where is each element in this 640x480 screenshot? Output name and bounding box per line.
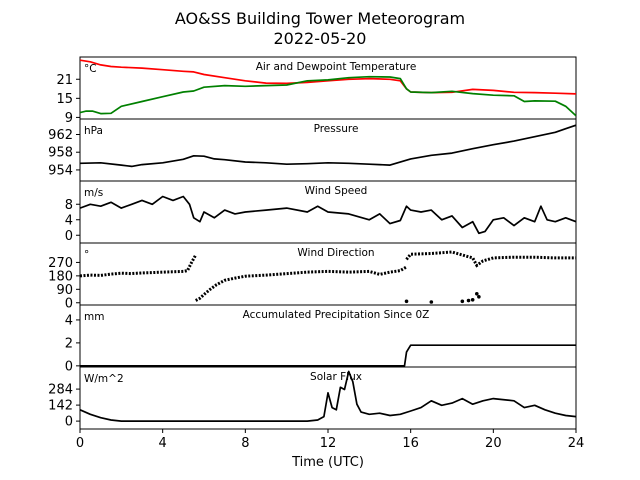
wind-direction-point	[429, 300, 434, 304]
x-tick-label: 4	[159, 436, 167, 451]
pressure-ytick-label: 954	[48, 163, 73, 178]
precipitation-unit: mm	[84, 311, 104, 323]
wind-direction-ytick-label: 90	[56, 283, 73, 298]
solar-flux-unit: W/m^2	[84, 373, 124, 385]
temperature-series-line-0	[80, 59, 576, 95]
temperature-ytick-label: 15	[56, 92, 73, 107]
wind-direction-data	[80, 250, 576, 304]
wind-direction-point	[470, 297, 475, 302]
x-tick-label: 8	[241, 436, 249, 451]
pressure-unit: hPa	[84, 125, 103, 137]
solar-flux-ytick-label: 284	[48, 383, 73, 398]
solar-flux-title: Solar Flux	[310, 371, 362, 383]
wind-direction-point	[460, 299, 465, 304]
wind-speed-ytick-label: 0	[65, 229, 73, 244]
pressure-series-line-0	[80, 124, 576, 168]
wind-speed-panel: 840 m/s Wind Speed	[65, 180, 577, 244]
temperature-title: Air and Dewpoint Temperature	[256, 61, 417, 73]
x-tick-label: 0	[76, 436, 84, 451]
precipitation-title: Accumulated Precipitation Since 0Z	[243, 309, 430, 321]
precipitation-ytick-label: 0	[65, 359, 73, 374]
wind-speed-ytick-label: 4	[65, 213, 73, 228]
precipitation-series-line-0	[80, 344, 576, 367]
precipitation-ytick-label: 4	[65, 313, 73, 328]
wind-speed-series-line-0	[80, 195, 576, 235]
solar-flux-ytick-label: 0	[65, 415, 73, 430]
wind-direction-point	[475, 291, 479, 296]
temperature-panel: 21 15 9 °C Air and Dewpoint Temperature	[56, 56, 577, 126]
temperature-ytick-label: 21	[56, 73, 73, 88]
wind-direction-point	[477, 294, 481, 299]
wind-speed-data	[80, 195, 576, 235]
wind-speed-title: Wind Speed	[305, 185, 368, 197]
wind-direction-ytick-label: 0	[65, 296, 73, 311]
temperature-data	[80, 59, 576, 117]
wind-speed-ytick-label: 8	[65, 198, 73, 213]
temperature-unit: °C	[84, 63, 97, 75]
x-tick-label: 16	[402, 436, 419, 451]
temperature-series-line-1	[80, 75, 576, 117]
pressure-title: Pressure	[314, 123, 359, 135]
wind-direction-title: Wind Direction	[297, 247, 374, 259]
temperature-ytick-label: 9	[65, 111, 73, 126]
precipitation-ytick-label: 2	[65, 336, 73, 351]
precipitation-panel: 4 2 0 mm Accumulated Precipitation Since 0Z	[65, 304, 577, 374]
wind-direction-series-segment	[405, 250, 576, 268]
x-tick-label: 12	[320, 436, 337, 451]
x-tick-label: 24	[568, 436, 585, 451]
wind-direction-point	[404, 299, 409, 304]
wind-speed-unit: m/s	[84, 187, 103, 199]
solar-flux-data	[80, 370, 576, 422]
wind-direction-point	[466, 298, 471, 303]
precipitation-data	[80, 344, 576, 367]
x-tick-label: 20	[485, 436, 502, 451]
wind-direction-ytick-label: 180	[48, 269, 73, 284]
figure-date: 2022-05-20	[274, 29, 367, 48]
panels-group: 21 15 9 °C Air and Dewpoint Temperature 962 95…	[48, 56, 577, 430]
solar-flux-series-line-0	[80, 370, 576, 422]
pressure-data	[80, 124, 576, 168]
pressure-panel: 962 958 954 hPa Pressure	[48, 118, 577, 182]
wind-direction-series-segment	[195, 265, 408, 302]
wind-direction-series-segment	[80, 254, 198, 278]
figure-title: AO&SS Building Tower Meteorogram	[175, 9, 465, 28]
pressure-ytick-label: 962	[48, 128, 73, 143]
pressure-ytick-label: 958	[48, 146, 73, 161]
x-axis: 0 4 8 12 16 20 24	[76, 429, 584, 451]
x-axis-label: Time (UTC)	[291, 455, 364, 470]
wind-direction-unit: °	[84, 249, 89, 261]
wind-direction-ytick-label: 270	[48, 256, 73, 271]
solar-flux-ytick-label: 142	[48, 399, 73, 414]
